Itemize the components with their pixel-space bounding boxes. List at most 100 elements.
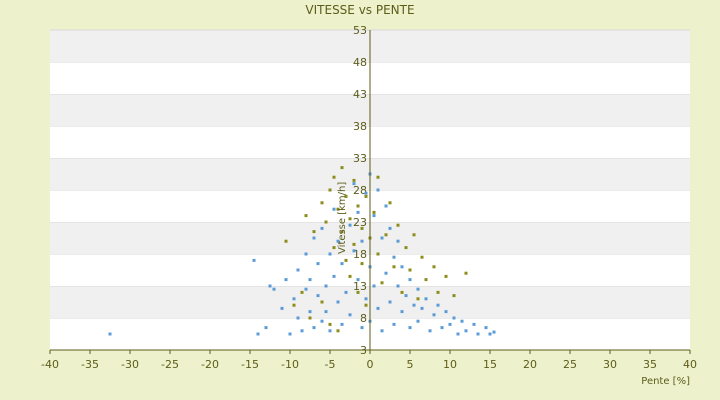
point-series-blue xyxy=(392,322,396,326)
point-series-olive xyxy=(464,271,468,275)
point-series-olive xyxy=(348,274,352,278)
point-series-blue xyxy=(408,278,412,282)
point-series-blue xyxy=(396,284,400,288)
point-series-olive xyxy=(332,246,336,250)
x-tick-label: -35 xyxy=(81,358,99,371)
point-series-blue xyxy=(340,262,344,266)
y-tick-label: 48 xyxy=(353,56,367,69)
x-tick-label: 40 xyxy=(683,358,697,371)
point-series-blue xyxy=(416,319,420,323)
point-series-blue xyxy=(348,223,352,227)
y-tick-label: 43 xyxy=(353,88,367,101)
y-tick-label: 28 xyxy=(353,184,367,197)
point-series-blue xyxy=(356,210,360,214)
point-series-olive xyxy=(284,239,288,243)
point-series-blue xyxy=(360,326,364,330)
x-tick-label: -25 xyxy=(161,358,179,371)
point-series-olive xyxy=(320,300,324,304)
point-series-olive xyxy=(340,230,344,234)
point-series-blue xyxy=(336,239,340,243)
x-tick-label: 35 xyxy=(643,358,657,371)
point-series-olive xyxy=(344,194,348,198)
point-series-olive xyxy=(360,262,364,266)
point-series-olive xyxy=(308,316,312,320)
point-series-blue xyxy=(304,287,308,291)
x-axis-label: Pente [%] xyxy=(641,376,690,387)
x-tick-label: 5 xyxy=(407,358,414,371)
point-series-blue xyxy=(400,310,404,314)
point-series-blue xyxy=(312,236,316,240)
point-series-blue xyxy=(428,329,432,333)
point-series-olive xyxy=(400,290,404,294)
point-series-blue xyxy=(448,322,452,326)
point-series-olive xyxy=(416,297,420,301)
x-tick-label: -5 xyxy=(325,358,336,371)
y-tick-label: 33 xyxy=(353,152,367,165)
point-series-olive xyxy=(364,194,368,198)
x-axis-ticks: -40 -35 -30 -25 -20 -15 -10 -5 0 5 10 15 20 25 30 35 40 xyxy=(41,350,697,371)
point-series-olive xyxy=(328,322,332,326)
point-series-blue xyxy=(344,290,348,294)
point-series-blue xyxy=(484,326,488,330)
point-series-blue xyxy=(360,239,364,243)
x-tick-label: 20 xyxy=(523,358,537,371)
point-series-blue xyxy=(452,316,456,320)
point-series-olive xyxy=(408,268,412,272)
point-series-olive xyxy=(304,214,308,218)
point-series-blue xyxy=(388,300,392,304)
point-series-olive xyxy=(372,210,376,214)
point-series-blue xyxy=(420,306,424,310)
point-series-blue xyxy=(380,236,384,240)
point-series-blue xyxy=(256,332,260,336)
point-series-blue xyxy=(336,300,340,304)
point-series-olive xyxy=(396,223,400,227)
point-series-blue xyxy=(280,306,284,310)
point-series-blue xyxy=(108,332,112,336)
point-series-blue xyxy=(272,287,276,291)
point-series-olive xyxy=(420,255,424,259)
point-series-olive xyxy=(444,274,448,278)
point-series-blue xyxy=(328,329,332,333)
point-series-blue xyxy=(376,306,380,310)
y-axis-label: Vitesse [km/h] xyxy=(337,182,348,254)
point-series-blue xyxy=(424,297,428,301)
point-series-blue xyxy=(320,319,324,323)
point-series-blue xyxy=(464,329,468,333)
point-series-olive xyxy=(424,278,428,282)
point-series-olive xyxy=(404,246,408,250)
point-series-olive xyxy=(336,207,340,211)
point-series-olive xyxy=(432,265,436,269)
point-series-blue xyxy=(332,274,336,278)
point-series-olive xyxy=(312,230,316,234)
point-series-blue xyxy=(364,297,368,301)
point-series-blue xyxy=(488,332,492,336)
x-tick-label: 25 xyxy=(563,358,577,371)
point-series-olive xyxy=(376,252,380,256)
point-series-blue xyxy=(284,278,288,282)
point-series-blue xyxy=(372,284,376,288)
point-series-blue xyxy=(316,262,320,266)
point-series-blue xyxy=(392,255,396,259)
x-tick-label: -30 xyxy=(121,358,139,371)
point-series-blue xyxy=(320,226,324,230)
point-series-blue xyxy=(460,319,464,323)
point-series-olive xyxy=(300,290,304,294)
point-series-olive xyxy=(332,175,336,179)
point-series-blue xyxy=(312,326,316,330)
point-series-blue xyxy=(324,284,328,288)
point-series-blue xyxy=(412,303,416,307)
point-series-olive xyxy=(452,294,456,298)
point-series-olive xyxy=(352,242,356,246)
y-tick-label: 23 xyxy=(353,216,367,229)
point-series-blue xyxy=(444,310,448,314)
point-series-blue xyxy=(400,265,404,269)
point-series-blue xyxy=(356,278,360,282)
point-series-blue xyxy=(384,204,388,208)
point-series-blue xyxy=(364,191,368,195)
point-series-blue xyxy=(292,297,296,301)
x-tick-label: 10 xyxy=(443,358,457,371)
point-series-olive xyxy=(356,290,360,294)
point-series-blue xyxy=(456,332,460,336)
point-series-blue xyxy=(408,326,412,330)
